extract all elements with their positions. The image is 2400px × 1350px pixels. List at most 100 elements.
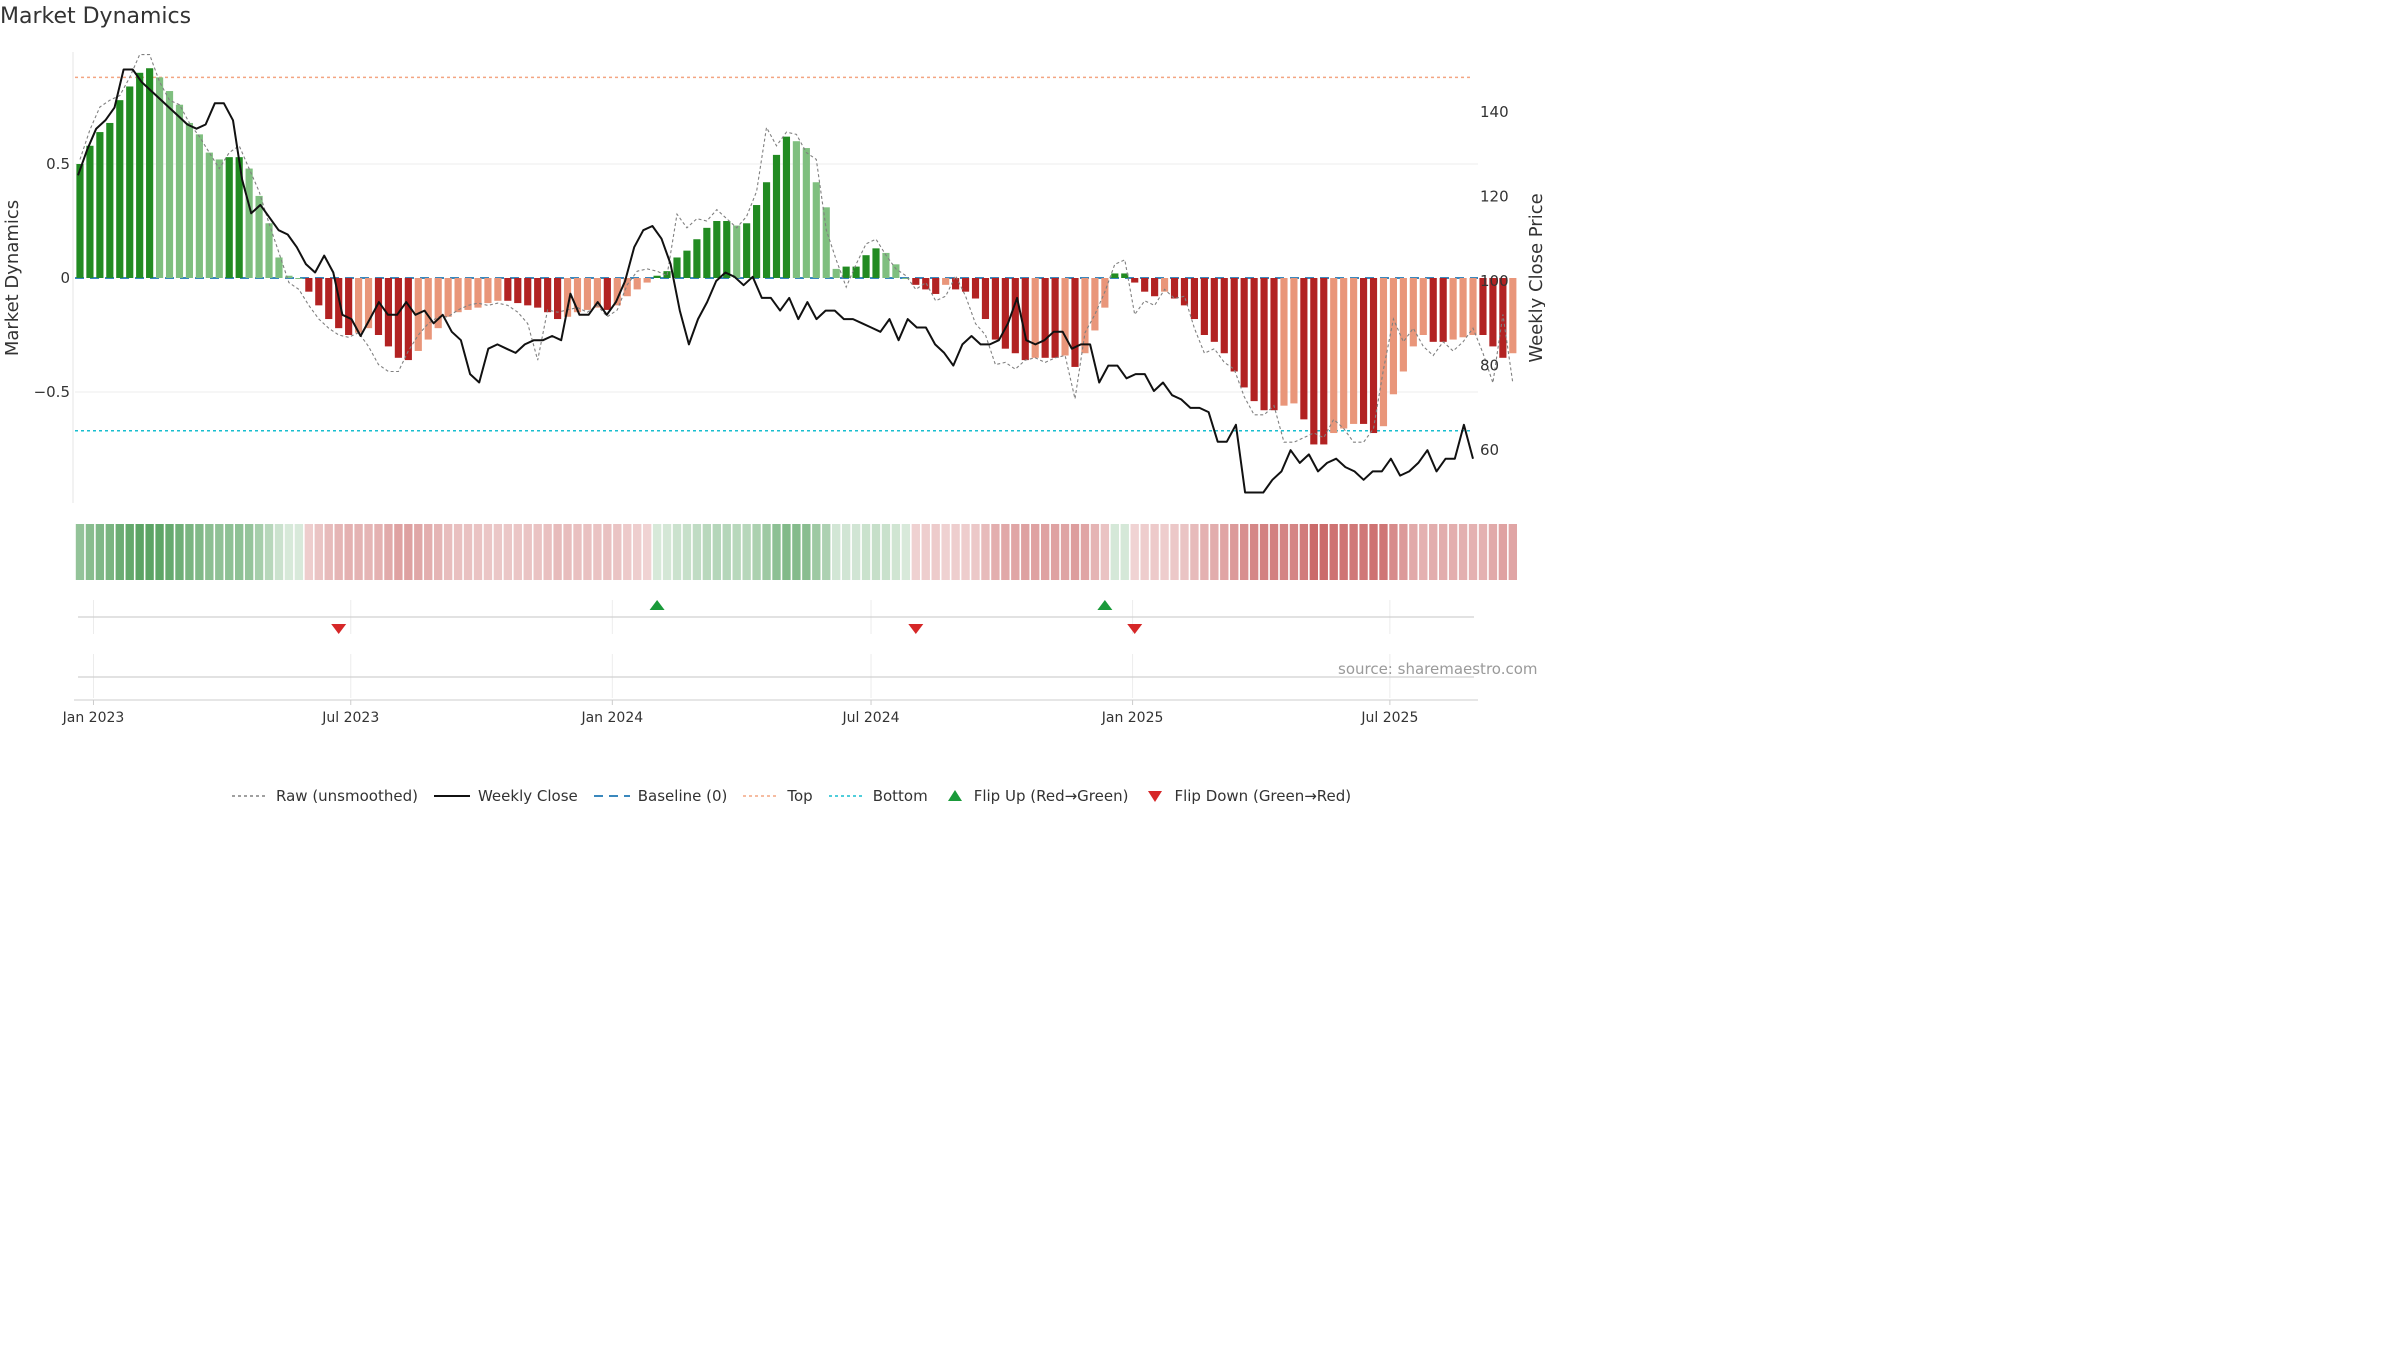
regime-cell [891, 524, 901, 580]
dynamics-bar [1379, 278, 1388, 427]
dynamics-bar [1081, 278, 1089, 354]
dynamics-bar [1180, 278, 1189, 306]
regime-cell [1140, 524, 1149, 580]
regime-cell [453, 524, 463, 580]
regime-cell [364, 524, 373, 580]
dynamics-bar [1359, 278, 1368, 424]
dynamics-bar [524, 278, 532, 306]
regime-cell [951, 524, 960, 580]
regime-cell [603, 524, 612, 580]
left-axis: 0.5 0 −0.5 Market Dynamics [2, 155, 70, 401]
regime-cell [1299, 524, 1309, 580]
regime-cell [374, 524, 383, 580]
y-left-label: Market Dynamics [2, 200, 23, 356]
flip-down-marker [908, 624, 924, 634]
dynamics-bar [1260, 278, 1268, 411]
dynamics-bar [1121, 273, 1129, 278]
regime-cell [135, 524, 144, 580]
regime-cell [1200, 524, 1209, 580]
x-tick-label: Jul 2024 [842, 710, 900, 726]
y-left-tick-label: −0.5 [34, 383, 70, 401]
dynamics-bar [384, 278, 393, 347]
regime-cell [1220, 524, 1229, 580]
dynamics-bar [165, 91, 174, 278]
raw-line [79, 54, 1514, 443]
regime-cell [841, 524, 851, 580]
regime-cell [752, 524, 761, 580]
dynamics-bar [335, 278, 343, 329]
x-tick-label: Jan 2023 [62, 710, 125, 726]
dynamics-bar [1071, 278, 1079, 367]
dynamics-bar [355, 278, 363, 333]
dynamics-bar [1409, 278, 1417, 347]
dynamics-bar [325, 278, 333, 320]
dynamics-bar [613, 278, 621, 306]
regime-cell [1210, 524, 1219, 580]
y-right-tick-label: 60 [1480, 441, 1499, 459]
regime-cell [414, 524, 423, 580]
regime-cell [244, 524, 254, 580]
legend-item-raw: Raw (unsmoothed) [232, 787, 418, 805]
regime-cell [802, 524, 811, 580]
regime-cell [344, 524, 353, 580]
regime-cell [404, 524, 413, 580]
dynamics-bar [76, 164, 84, 278]
regime-cell [881, 524, 891, 580]
regime-cell [1190, 524, 1199, 580]
dynamics-bar [205, 152, 213, 278]
chart-figure: 0.5 0 −0.5 Market Dynamics 140 120 100 80 60 Wee… [2, 52, 1545, 726]
regime-cell [1349, 524, 1358, 580]
regime-cell [215, 524, 224, 580]
dynamics-bar [106, 122, 114, 279]
dynamics-bar [86, 145, 94, 278]
regime-cell [1090, 524, 1100, 580]
regime-cell [1399, 524, 1408, 580]
regime-cell [1230, 524, 1239, 580]
regime-cell [613, 524, 622, 580]
regime-cell [762, 524, 771, 580]
dynamics-bar [723, 221, 731, 278]
legend-swatch-bottom [828, 795, 865, 797]
dynamics-bar [733, 225, 741, 278]
flip-up-marker [1097, 600, 1113, 610]
regime-cell [1478, 524, 1488, 580]
x-axis: Jan 2023 Jul 2023 Jan 2024 Jul 2024 Jan 2025… [62, 700, 1418, 726]
y-left-tick-label: 0.5 [46, 155, 70, 173]
regime-cell [264, 524, 274, 580]
dynamics-bar [285, 275, 293, 278]
regime-cell [642, 524, 652, 580]
regime-cell [185, 524, 194, 580]
regime-cell [1488, 524, 1498, 580]
legend-swatch-raw [232, 795, 268, 797]
regime-cell [1001, 524, 1010, 580]
weekly-close-series [77, 68, 1474, 494]
regime-cell [1170, 524, 1179, 580]
dynamics-bar [753, 205, 761, 278]
regime-cell [523, 524, 532, 580]
dynamics-bar [1280, 278, 1288, 406]
legend-item-bottom: Bottom [828, 787, 928, 805]
regime-cell [384, 524, 393, 580]
dynamics-bar [1061, 278, 1069, 356]
dynamics-bar [1439, 278, 1447, 342]
x-tick-label: Jul 2025 [1360, 710, 1418, 726]
dynamics-bar [1310, 278, 1318, 445]
dynamics-bar [1210, 278, 1218, 342]
dynamics-bar [792, 141, 800, 278]
dynamics-bar [315, 278, 323, 306]
legend-label-raw: Raw (unsmoothed) [276, 787, 418, 805]
triangle-down-icon [1148, 791, 1163, 802]
regime-cell [195, 524, 204, 580]
regime-cell [463, 524, 473, 580]
regime-cell [1070, 524, 1080, 580]
regime-cell [254, 524, 264, 580]
regime-cell [1419, 524, 1428, 580]
y-right-tick-label: 120 [1480, 187, 1509, 205]
regime-cell [1508, 524, 1518, 580]
dynamics-bar [1320, 278, 1328, 445]
regime-cell [1369, 524, 1378, 580]
dynamics-bar [563, 278, 572, 317]
triangle-up-icon [947, 790, 962, 801]
dynamics-bar [265, 223, 273, 278]
regime-cell [95, 524, 105, 580]
